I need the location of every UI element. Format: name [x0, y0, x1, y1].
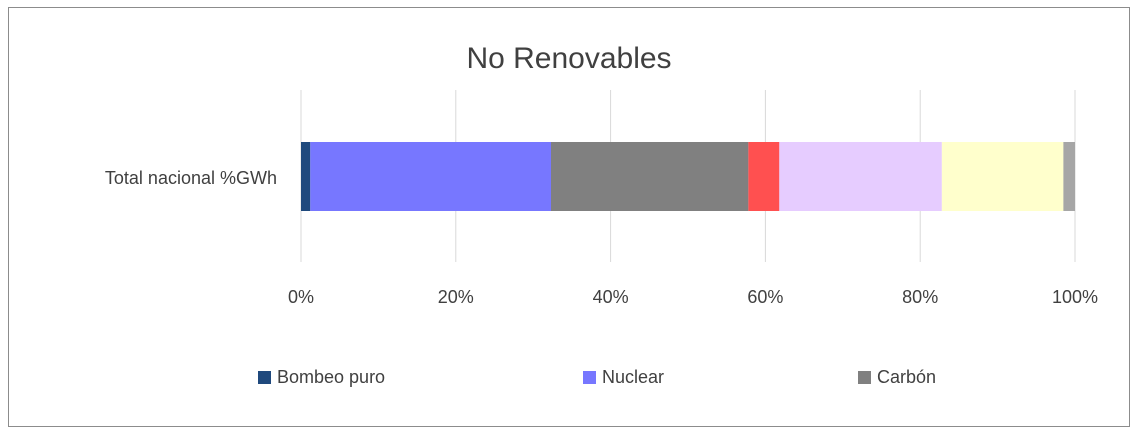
legend-swatch — [858, 371, 871, 384]
chart-title: No Renovables — [466, 42, 672, 75]
category-label: Total nacional %GWh — [105, 168, 277, 188]
bar-segment — [551, 142, 749, 211]
x-tick-label: 80% — [902, 287, 938, 307]
legend-label: Carbón — [877, 367, 937, 387]
legend-swatch — [583, 371, 596, 384]
legend-label: Bombeo puro — [277, 367, 386, 387]
legend-item: Nuclear — [583, 367, 664, 388]
legend-swatch — [258, 371, 271, 384]
x-axis-tick-labels: 0% 20% 40% 60% 80% 100% — [288, 287, 1098, 307]
bar-segment — [748, 142, 780, 211]
x-tick-label: 100% — [1052, 287, 1098, 307]
x-tick-label: 0% — [288, 287, 314, 307]
bar-segment — [310, 142, 552, 211]
bar-segment — [941, 142, 1064, 211]
legend-label: Nuclear — [602, 367, 665, 387]
bar-segments — [301, 142, 1075, 211]
chart-frame: No Renovables — [8, 7, 1130, 427]
x-tick-label: 40% — [593, 287, 629, 307]
legend-item: Carbón — [858, 367, 936, 388]
legend-item: Bombeo puro — [258, 367, 385, 388]
bar-segment — [1063, 142, 1075, 211]
x-tick-label: 60% — [747, 287, 783, 307]
bar-segment — [301, 142, 311, 211]
bar-segment — [779, 142, 942, 211]
x-tick-label: 20% — [438, 287, 474, 307]
